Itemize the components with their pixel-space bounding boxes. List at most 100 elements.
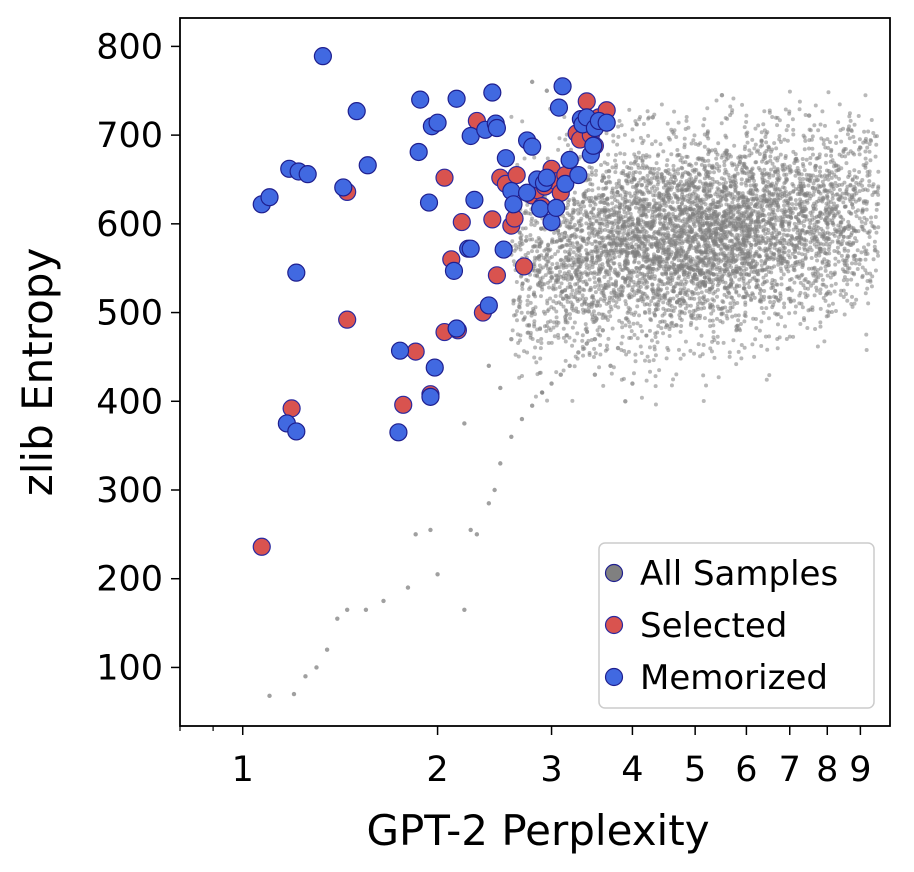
sample-point [614, 248, 619, 253]
sample-point [735, 323, 740, 328]
sample-point [803, 138, 808, 143]
sample-point [605, 196, 610, 201]
sample-point [815, 258, 820, 263]
sample-point [538, 284, 543, 289]
sample-point [645, 109, 650, 114]
sample-point [611, 133, 616, 138]
sample-point [779, 315, 784, 320]
sample-point [802, 278, 807, 283]
sample-point [593, 280, 598, 285]
sample-point [712, 262, 717, 267]
sample-point [538, 326, 543, 331]
sample-point [622, 210, 627, 215]
sample-point [868, 271, 873, 276]
sample-point [714, 156, 719, 161]
sample-point [667, 197, 672, 202]
sample-point [705, 174, 710, 179]
sample-point [851, 134, 856, 139]
sample-point [602, 296, 607, 301]
sample-point [606, 253, 611, 258]
sample-point [532, 319, 537, 324]
sample-point [685, 273, 690, 278]
sample-point [714, 190, 719, 195]
sample-point [852, 168, 857, 173]
sample-point [863, 268, 868, 273]
sample-point [710, 259, 715, 264]
sample-point [682, 286, 687, 291]
sample-point [728, 154, 733, 159]
sample-point [722, 190, 727, 195]
sample-point [649, 338, 654, 343]
sample-point [599, 162, 604, 167]
sample-point [613, 280, 618, 285]
sample-point [782, 186, 787, 191]
sample-point [564, 218, 569, 223]
sample-point [863, 221, 868, 226]
sample-point [639, 183, 644, 188]
sample-point [735, 253, 740, 258]
sample-point [841, 227, 846, 232]
sample-point [759, 139, 764, 144]
sample-point [650, 142, 655, 147]
sample-point [721, 340, 726, 345]
sample-point [855, 248, 860, 253]
sample-point [602, 222, 607, 227]
sample-point [514, 280, 519, 285]
sample-point [752, 178, 757, 183]
sample-point [758, 287, 763, 292]
sample-point [597, 195, 602, 200]
sample-point [567, 251, 572, 256]
sample-point [730, 244, 735, 249]
sample-point [783, 219, 788, 224]
sample-point [541, 265, 546, 270]
sample-point [745, 210, 750, 215]
sample-point [525, 323, 530, 328]
sample-point [746, 190, 751, 195]
sample-point [613, 158, 618, 163]
sample-point [670, 320, 675, 325]
sample-point [683, 253, 688, 258]
sample-point [808, 155, 813, 160]
sample-point [596, 300, 601, 305]
sample-point [525, 350, 530, 355]
sample-point [757, 245, 762, 250]
sample-point [867, 234, 872, 239]
sample-point [861, 245, 866, 250]
sample-point [754, 325, 759, 330]
sample-point [815, 344, 820, 349]
sample-point [766, 147, 771, 152]
sample-point [593, 239, 598, 244]
sample-point [735, 171, 740, 176]
sample-point [841, 200, 846, 205]
sample-point [744, 238, 749, 243]
sample-point [870, 192, 875, 197]
sample-point [669, 250, 674, 255]
sample-point [839, 241, 844, 246]
sample-point [599, 240, 604, 245]
sample-point [724, 157, 729, 162]
sample-point [703, 182, 708, 187]
sample-point [522, 156, 527, 161]
sample-point [817, 152, 822, 157]
sample-point [630, 184, 635, 189]
sample-point [842, 312, 847, 317]
sample-point [592, 284, 597, 289]
sample-point [797, 107, 802, 112]
sample-point [538, 294, 543, 299]
sample-point [597, 325, 602, 330]
sample-point [709, 232, 714, 237]
sample-point [821, 142, 826, 147]
sample-point [701, 123, 706, 128]
sample-point [648, 258, 653, 263]
sample-point [528, 233, 533, 238]
sample-point [740, 191, 745, 196]
sample-point [700, 197, 705, 202]
sample-point [812, 201, 817, 206]
sample-point [709, 311, 714, 316]
sample-point [761, 207, 766, 212]
sample-point [743, 164, 748, 169]
sample-point [539, 340, 544, 345]
sample-point [816, 225, 821, 230]
sample-point [838, 214, 843, 219]
sample-point [778, 152, 783, 157]
